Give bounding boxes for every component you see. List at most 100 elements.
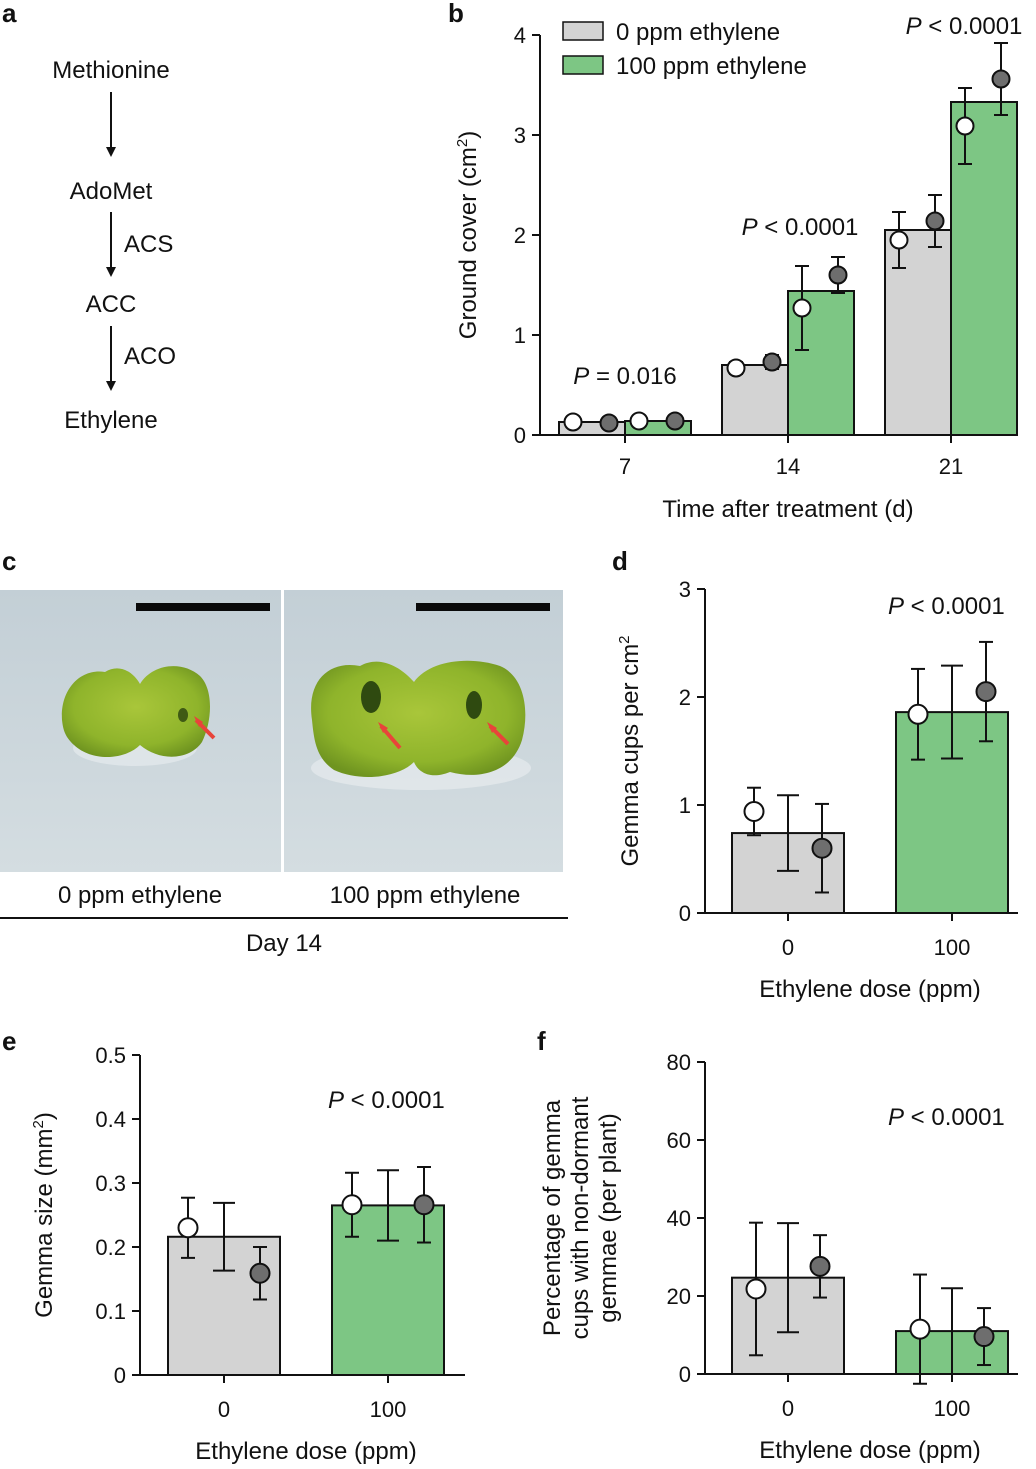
replicate-point-dark (249, 1262, 271, 1284)
pathway-node-ethylene: Ethylene (64, 407, 157, 434)
x-tick-label: 7 (619, 454, 631, 479)
panel-c: c 0 ppm ethylene 100 ppm ethylene Day 14 (0, 546, 568, 957)
y-axis-label-line: Percentage of gemma (539, 1099, 566, 1336)
y-tick-label: 0.4 (95, 1107, 126, 1132)
x-axis-label: Ethylene dose (ppm) (195, 1438, 416, 1464)
x-axis-label: Time after treatment (d) (662, 496, 913, 523)
replicate-point-open (745, 1278, 767, 1300)
y-axis-label: Gemma cups per cm2 (616, 635, 644, 866)
pathway-node-adomet: AdoMet (70, 178, 153, 205)
replicate-point-dark (811, 837, 833, 859)
pathway-enzyme-aco: ACO (124, 343, 176, 370)
replicate-point-open (563, 412, 583, 432)
x-tick-label: 100 (934, 1396, 971, 1421)
photo-label-control: 0 ppm ethylene (58, 882, 222, 909)
p-value: P < 0.0001 (888, 1104, 1005, 1131)
pathway-enzyme-acs: ACS (124, 231, 173, 258)
x-tick-label: 100 (370, 1397, 407, 1422)
replicate-point-dark (973, 1326, 995, 1348)
x-tick-label: 100 (934, 935, 971, 960)
replicate-point-dark (665, 411, 685, 431)
y-tick-label: 0 (514, 423, 526, 448)
p-value: P < 0.0001 (328, 1087, 445, 1114)
replicate-point-open (792, 298, 812, 318)
x-axis-label: Ethylene dose (ppm) (759, 976, 980, 1003)
thallus-treated (311, 660, 526, 777)
plant-treated (311, 660, 531, 790)
y-tick-label: 0.1 (95, 1299, 126, 1324)
y-axis-label-line: gemmae (per plant) (595, 1113, 622, 1322)
y-tick-label: 0.3 (95, 1171, 126, 1196)
y-tick-label: 2 (679, 685, 691, 710)
panel-f-letter: f (537, 1026, 546, 1056)
replicate-point-dark (975, 681, 997, 703)
replicate-point-open (341, 1194, 363, 1216)
replicate-point-dark (809, 1255, 831, 1277)
replicate-point-open (909, 1318, 931, 1340)
pathway-node-methionine: Methionine (52, 57, 169, 84)
replicate-point-dark (991, 69, 1011, 89)
replicate-point-open (743, 800, 765, 822)
legend-swatch-control (562, 21, 604, 41)
legend-label-control: 0 ppm ethylene (616, 19, 780, 46)
panel-e-chart: e 0 0.1 0.2 0.3 0.4 0.5 0 100 P < 0.0001 Ethylene… (2, 1026, 465, 1465)
replicate-point-open (177, 1217, 199, 1239)
photo-label-treated: 100 ppm ethylene (330, 882, 521, 909)
p-value: P < 0.0001 (906, 13, 1023, 40)
plant-control (61, 666, 216, 766)
y-tick-label: 3 (514, 123, 526, 148)
replicate-point-dark (599, 413, 619, 433)
replicate-point-open (889, 230, 909, 250)
x-tick-label: 0 (782, 1396, 794, 1421)
legend-label-treated: 100 ppm ethylene (616, 53, 807, 80)
panel-a: a Methionine AdoMet ACS ACC ACO Ethylene (2, 0, 176, 434)
p-value: P < 0.0001 (742, 214, 859, 241)
legend: 0 ppm ethylene 100 ppm ethylene (562, 19, 807, 80)
panel-b-letter: b (448, 0, 464, 28)
y-tick-label: 1 (679, 793, 691, 818)
scale-bar-control (136, 603, 270, 611)
p-value: P = 0.016 (573, 363, 676, 390)
p-value: P < 0.0001 (888, 593, 1005, 620)
panel-d-chart: d 0 1 2 3 0 100 P < 0.0001 Ethylene dose (ppm) G… (612, 546, 1018, 1003)
x-tick-label: 0 (782, 935, 794, 960)
y-tick-label: 4 (514, 23, 526, 48)
gemma-cup-treated-1 (361, 681, 381, 713)
bar-treated (950, 101, 1018, 436)
replicate-point-dark (413, 1194, 435, 1216)
x-axis-label: Ethylene dose (ppm) (759, 1437, 980, 1464)
x-tick-label: 21 (939, 454, 963, 479)
y-tick-label: 2 (514, 223, 526, 248)
panel-e-letter: e (2, 1026, 16, 1056)
legend-swatch-treated (562, 55, 604, 75)
gemma-cup-treated-2 (466, 691, 482, 719)
replicate-point-open (629, 411, 649, 431)
y-axis-label: Gemma size (mm2) (30, 1112, 58, 1318)
replicate-point-open (955, 116, 975, 136)
y-tick-label: 0 (679, 1362, 691, 1387)
scale-bar-treated (416, 603, 550, 611)
y-tick-label: 80 (667, 1050, 691, 1075)
panel-d-letter: d (612, 546, 628, 576)
panel-a-letter: a (2, 0, 17, 28)
replicate-point-dark (762, 352, 782, 372)
y-tick-label: 20 (667, 1284, 691, 1309)
y-tick-label: 0.5 (95, 1043, 126, 1068)
y-tick-label: 0.2 (95, 1235, 126, 1260)
panel-b-chart: b 0 ppm ethylene 100 ppm ethylene 0 1 2 3 4 7… (448, 0, 1022, 523)
x-tick-label: 0 (218, 1397, 230, 1422)
y-axis-label: Ground cover (cm2) (454, 131, 482, 339)
gemma-cup-control (178, 708, 188, 722)
x-tick-label: 14 (776, 454, 800, 479)
pathway-node-acc: ACC (86, 291, 137, 318)
panel-f-chart: f 0 20 40 60 80 0 100 P < 0.0001 Ethylene dose (… (537, 1026, 1018, 1464)
y-tick-label: 3 (679, 577, 691, 602)
panel-c-letter: c (2, 546, 16, 576)
y-tick-label: 40 (667, 1206, 691, 1231)
y-axis-label-line: cups with non-dormant (567, 1096, 594, 1339)
replicate-point-dark (828, 265, 848, 285)
bar-control (884, 229, 952, 436)
replicate-point-open (726, 358, 746, 378)
y-tick-label: 0 (114, 1363, 126, 1388)
